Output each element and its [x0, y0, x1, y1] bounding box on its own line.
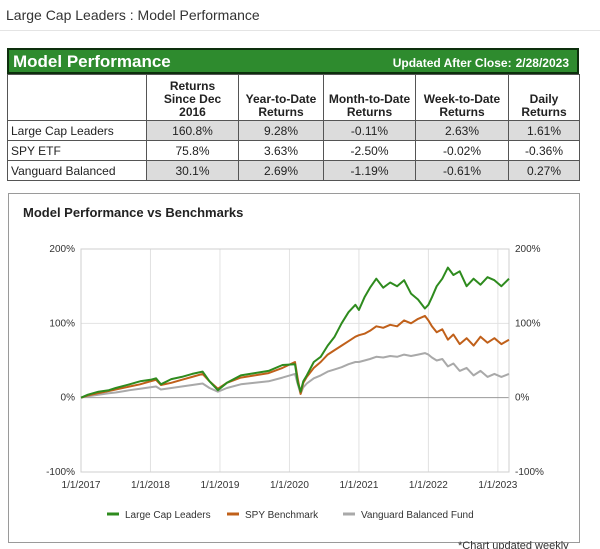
series-line-vanguard-balanced-fund — [80, 352, 510, 399]
table-cell: 75.8% — [146, 140, 239, 161]
table-cell: 2.69% — [238, 160, 324, 181]
column-header-line: Returns — [521, 105, 567, 119]
column-header-wtd: Week-to-Date Returns — [415, 74, 509, 121]
x-tick-label: 1/1/2017 — [62, 480, 101, 491]
table-cell: 30.1% — [146, 160, 239, 181]
column-header-line: Returns — [346, 105, 393, 119]
table-cell: 9.28% — [238, 120, 324, 141]
x-tick-label: 1/1/2023 — [478, 480, 517, 491]
table-cell: 2.63% — [415, 120, 509, 141]
column-header-line: 2016 — [179, 105, 206, 119]
performance-table-header: Model Performance Updated After Close: 2/… — [7, 48, 579, 74]
y-tick-label-left: 100% — [49, 318, 75, 329]
chart-title: Model Performance vs Benchmarks — [23, 205, 244, 220]
row-label-large-cap-leaders: Large Cap Leaders — [7, 120, 147, 141]
table-cell: 160.8% — [146, 120, 239, 141]
column-header-line: Daily — [529, 92, 559, 106]
updated-date: 2/28/2023 — [515, 56, 569, 70]
y-tick-label-left: -100% — [46, 467, 75, 478]
column-header-line: Year-to-Date — [245, 92, 317, 106]
table-cell: 1.61% — [508, 120, 580, 141]
table-cell: 0.27% — [508, 160, 580, 181]
plot-area-border — [80, 248, 510, 473]
table-cell: 3.63% — [238, 140, 324, 161]
y-tick-label-right: 0% — [515, 393, 530, 404]
y-tick-label-left: 200% — [49, 244, 75, 255]
x-tick-label: 1/1/2021 — [339, 480, 378, 491]
table-cell: -1.19% — [323, 160, 416, 181]
x-tick-label: 1/1/2022 — [409, 480, 448, 491]
table-row: Large Cap Leaders 160.8% 9.28% -0.11% 2.… — [7, 120, 580, 141]
column-header-line: Week-to-Date — [423, 92, 501, 106]
performance-heading: Model Performance — [13, 52, 171, 71]
row-label-vanguard-balanced: Vanguard Balanced — [7, 160, 147, 181]
chart-footnote: *Chart updated weekly — [458, 540, 569, 549]
performance-table: Returns Since Dec 2016 Year-to-Date Returns… — [7, 74, 580, 181]
series-line-spy-benchmark — [80, 314, 510, 399]
column-header-line: Returns — [169, 79, 216, 93]
title-divider — [0, 30, 600, 31]
column-header-daily: Daily Returns — [508, 74, 580, 121]
y-tick-label-right: -100% — [515, 467, 544, 478]
x-tick-label: 1/1/2018 — [131, 480, 170, 491]
table-cell: -0.02% — [415, 140, 509, 161]
updated-after-close: Updated After Close: 2/28/2023 — [389, 56, 569, 70]
performance-table-header-row: Returns Since Dec 2016 Year-to-Date Returns… — [7, 74, 580, 121]
legend-label: Large Cap Leaders — [125, 510, 211, 521]
page-title: Large Cap Leaders : Model Performance — [6, 7, 260, 23]
updated-label: Updated After Close: — [392, 56, 512, 70]
row-label-spy-etf: SPY ETF — [7, 140, 147, 161]
table-row: SPY ETF 75.8% 3.63% -2.50% -0.02% -0.36% — [7, 140, 580, 161]
table-cell: -0.36% — [508, 140, 580, 161]
column-header-line: Month-to-Date — [328, 92, 411, 106]
column-header-line: Returns — [439, 105, 485, 119]
y-tick-label-left: 0% — [61, 393, 76, 404]
column-header-ytd: Year-to-Date Returns — [238, 74, 324, 121]
y-tick-label-right: 200% — [515, 244, 541, 255]
table-corner-cell — [7, 74, 147, 121]
column-header-since-dec-2016: Returns Since Dec 2016 — [146, 74, 239, 121]
table-cell: -0.61% — [415, 160, 509, 181]
performance-table-panel: Model Performance Updated After Close: 2/… — [7, 48, 580, 181]
performance-chart: 200% 200% 100% 100% 0% 0% -100% -100% 1/1/2017 1/… — [46, 244, 544, 521]
series-line-large-cap-leaders — [80, 266, 510, 399]
table-row: Vanguard Balanced 30.1% 2.69% -1.19% -0.… — [7, 160, 580, 181]
x-tick-label: 1/1/2020 — [270, 480, 309, 491]
column-header-mtd: Month-to-Date Returns — [323, 74, 416, 121]
column-header-line: Returns — [258, 105, 304, 119]
x-tick-label: 1/1/2019 — [200, 480, 239, 491]
legend-label: Vanguard Balanced Fund — [361, 510, 474, 521]
column-header-line: Since Dec — [163, 92, 222, 106]
legend-label: SPY Benchmark — [245, 510, 319, 521]
y-tick-label-right: 100% — [515, 318, 541, 329]
table-cell: -0.11% — [323, 120, 416, 141]
table-cell: -2.50% — [323, 140, 416, 161]
chart-panel: Model Performance vs Benchmarks 200% 200%… — [8, 193, 580, 543]
